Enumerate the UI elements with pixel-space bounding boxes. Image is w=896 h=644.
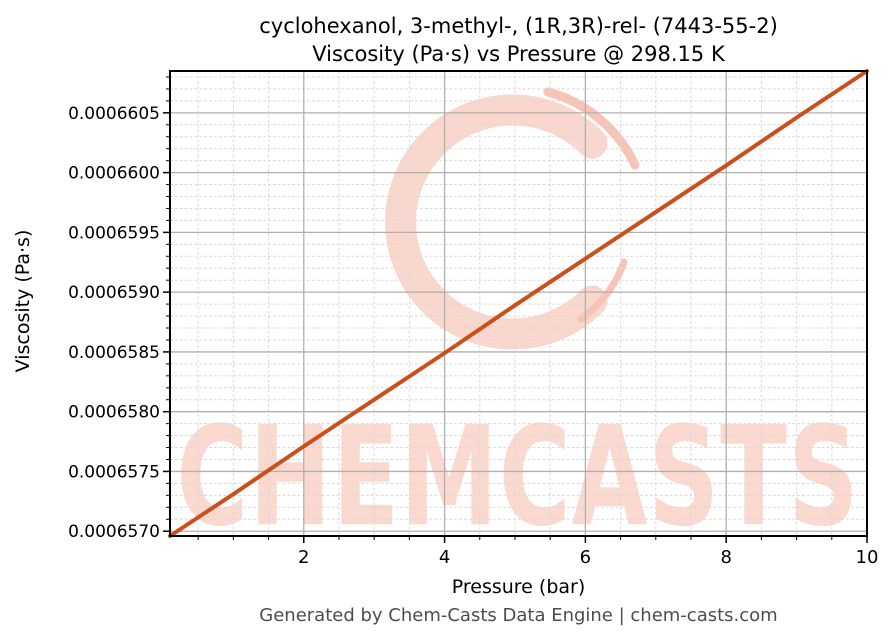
y-tick-label: 0.0006595: [68, 223, 160, 243]
watermark-text: CHEMCASTS: [176, 404, 860, 552]
chart-title-line2: Viscosity (Pa·s) vs Pressure @ 298.15 K: [312, 42, 725, 66]
x-tick-label: 8: [720, 547, 731, 568]
brush-c-accent-top: [543, 87, 640, 170]
x-axis-label: Pressure (bar): [451, 576, 586, 598]
y-tick-label: 0.0006570: [68, 522, 160, 542]
x-tick-label: 4: [439, 547, 450, 568]
attribution-footer: Generated by Chem-Casts Data Engine | ch…: [259, 605, 778, 626]
x-tick-label: 2: [298, 547, 309, 568]
y-tick-label: 0.0006605: [68, 104, 160, 124]
y-tick-label: 0.0006600: [68, 164, 160, 184]
y-axis-label: Viscosity (Pa·s): [12, 229, 34, 373]
data-line-viscosity: [168, 69, 869, 538]
chart-title: cyclohexanol, 3-methyl-, (1R,3R)-rel- (7…: [170, 12, 867, 68]
brush-c-ring: [385, 94, 608, 350]
y-tick-label: 0.0006585: [68, 343, 160, 363]
chart-title-line1: cyclohexanol, 3-methyl-, (1R,3R)-rel- (7…: [259, 14, 778, 38]
x-tick-label: 10: [856, 547, 879, 568]
y-tick-label: 0.0006580: [68, 403, 160, 423]
y-tick-label: 0.0006590: [68, 283, 160, 303]
x-tick-label: 6: [580, 547, 591, 568]
watermark-text-box: CHEMCASTS: [168, 404, 868, 552]
y-tick-label: 0.0006575: [68, 462, 160, 482]
